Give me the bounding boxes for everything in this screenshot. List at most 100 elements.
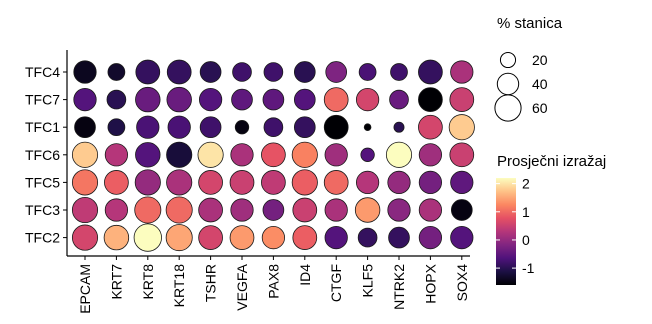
dot-TFC2-KLF5 bbox=[357, 227, 378, 248]
color-legend: Prosječni izražaj 2 1 0 -1 bbox=[496, 153, 606, 285]
dot-TFC5-KRT7 bbox=[104, 170, 129, 195]
dot-TFC1-ID4 bbox=[293, 116, 316, 139]
dot-TFC7-ID4 bbox=[293, 88, 316, 111]
dot-TFC3-KRT8 bbox=[134, 196, 162, 224]
dot-TFC7-KRT7 bbox=[106, 89, 127, 110]
x-tick-label: NTRK2 bbox=[391, 264, 407, 310]
color-legend-title: Prosječni izražaj bbox=[497, 153, 606, 170]
dot-TFC6-SOX4 bbox=[449, 142, 475, 168]
dot-TFC4-KRT18 bbox=[166, 59, 192, 85]
size-legend-title: % stanica bbox=[497, 15, 563, 32]
colorbar-tick-label: 1 bbox=[522, 204, 530, 220]
size-legend-dot bbox=[499, 51, 517, 69]
dot-TFC6-HOPX bbox=[418, 143, 443, 167]
dot-TFC4-SOX4 bbox=[450, 60, 474, 84]
dot-TFC6-PAX8 bbox=[261, 142, 286, 168]
dot-TFC2-SOX4 bbox=[450, 225, 474, 250]
dot-TFC3-KRT7 bbox=[104, 198, 129, 222]
y-tick-label: TFC3 bbox=[25, 202, 60, 218]
dot-TFC6-NTRK2 bbox=[385, 141, 413, 168]
y-tick-label: TFC7 bbox=[25, 92, 60, 108]
dot-TFC4-VEGFA bbox=[232, 62, 252, 82]
dot-TFC7-VEGFA bbox=[231, 88, 253, 111]
dot-TFC1-KRT7 bbox=[107, 118, 126, 137]
y-tick-labels: TFC4 TFC7 TFC1 TFC6 TFC5 TFC3 TFC2 bbox=[25, 64, 67, 246]
dot-TFC4-KRT8 bbox=[135, 59, 161, 85]
dot-TFC5-SOX4 bbox=[450, 170, 474, 195]
dot-TFC1-SOX4 bbox=[448, 114, 475, 141]
dot-TFC7-SOX4 bbox=[449, 87, 475, 112]
dot-TFC3-NTRK2 bbox=[387, 198, 411, 222]
dot-TFC6-KRT18 bbox=[166, 141, 193, 168]
dot-TFC3-KRT18 bbox=[165, 196, 193, 224]
axes bbox=[66, 50, 470, 257]
dot-TFC6-ID4 bbox=[291, 141, 318, 168]
dot-TFC1-CTGF bbox=[323, 114, 349, 140]
size-legend-label: 40 bbox=[532, 76, 548, 92]
dot-TFC5-EPCAM bbox=[71, 169, 99, 196]
dot-TFC7-KLF5 bbox=[355, 87, 380, 112]
y-tick-label: TFC4 bbox=[25, 64, 60, 80]
dot-TFC1-VEGFA bbox=[234, 120, 250, 135]
dot-TFC2-TSHR bbox=[198, 225, 223, 250]
dot-TFC3-SOX4 bbox=[450, 199, 473, 221]
x-tick-label: HOPX bbox=[422, 263, 438, 303]
dot-TFC4-NTRK2 bbox=[390, 63, 408, 81]
colorbar-tick-label: 0 bbox=[522, 232, 530, 248]
dot-TFC1-PAX8 bbox=[263, 117, 284, 138]
x-tick-label: KRT18 bbox=[171, 264, 187, 308]
dot-TFC2-ID4 bbox=[292, 225, 318, 250]
x-tick-label: KLF5 bbox=[360, 264, 376, 298]
dot-TFC3-VEGFA bbox=[230, 198, 254, 222]
dot-TFC6-CTGF bbox=[324, 143, 348, 167]
dot-TFC5-KRT8 bbox=[134, 169, 161, 196]
dot-TFC4-CTGF bbox=[325, 61, 348, 83]
dot-TFC7-HOPX bbox=[418, 87, 443, 112]
dot-TFC7-PAX8 bbox=[262, 88, 285, 111]
dot-TFC3-CTGF bbox=[324, 198, 348, 222]
dots bbox=[71, 59, 475, 252]
dot-TFC1-HOPX bbox=[418, 114, 443, 140]
dot-TFC1-KLF5 bbox=[363, 123, 372, 131]
x-tick-label: VEGFA bbox=[234, 263, 250, 310]
x-tick-label: ID4 bbox=[297, 264, 313, 286]
y-tick-label: TFC1 bbox=[25, 119, 60, 135]
dot-TFC1-KRT18 bbox=[167, 115, 191, 139]
dot-TFC1-EPCAM bbox=[74, 116, 96, 139]
dot-TFC5-TSHR bbox=[198, 170, 223, 195]
dot-TFC7-CTGF bbox=[323, 87, 349, 112]
dot-TFC6-TSHR bbox=[197, 141, 224, 168]
dot-TFC2-CTGF bbox=[324, 225, 348, 250]
dot-TFC4-HOPX bbox=[418, 59, 443, 85]
dot-TFC3-EPCAM bbox=[71, 196, 99, 224]
x-tick-label: KRT7 bbox=[108, 264, 124, 300]
dot-TFC3-PAX8 bbox=[262, 199, 285, 221]
colorbar bbox=[496, 178, 516, 285]
dot-TFC5-HOPX bbox=[418, 170, 443, 195]
dot-TFC3-HOPX bbox=[418, 198, 443, 222]
dot-TFC2-NTRK2 bbox=[388, 226, 410, 249]
dot-TFC2-PAX8 bbox=[261, 225, 286, 250]
dot-TFC5-CTGF bbox=[323, 170, 349, 195]
dot-TFC4-KRT7 bbox=[107, 63, 126, 81]
dot-TFC4-KLF5 bbox=[358, 63, 377, 81]
dot-TFC7-TSHR bbox=[198, 87, 223, 112]
dot-TFC6-KRT8 bbox=[135, 142, 161, 168]
y-tick-label: TFC2 bbox=[25, 230, 60, 246]
dot-TFC7-KRT18 bbox=[166, 86, 192, 113]
dot-TFC6-EPCAM bbox=[71, 141, 99, 168]
dot-TFC2-KRT8 bbox=[133, 223, 162, 252]
x-tick-label: KRT8 bbox=[140, 264, 156, 300]
dot-TFC2-EPCAM bbox=[71, 224, 99, 251]
dot-TFC1-KRT8 bbox=[136, 115, 160, 139]
dot-TFC3-KLF5 bbox=[354, 197, 381, 223]
size-legend-dot bbox=[496, 72, 520, 96]
x-tick-labels: EPCAM KRT7 KRT8 KRT18 TSHR VEGFA PAX8 ID4 CTGF KL… bbox=[77, 256, 470, 314]
dot-TFC2-HOPX bbox=[418, 225, 443, 250]
dot-TFC5-KRT18 bbox=[166, 169, 193, 196]
size-legend-label: 60 bbox=[532, 100, 548, 116]
dot-TFC6-KRT7 bbox=[104, 143, 129, 167]
dot-TFC3-TSHR bbox=[198, 197, 223, 223]
size-legend-label: 20 bbox=[532, 52, 548, 68]
